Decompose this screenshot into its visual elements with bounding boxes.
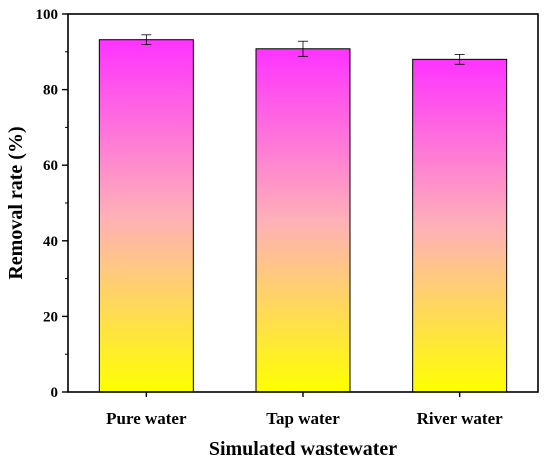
bar-1 <box>255 48 351 393</box>
y-tick-label-3: 60 <box>43 158 58 174</box>
x-axis-title: Simulated wastewater <box>209 438 397 460</box>
y-tick-label-4: 80 <box>43 83 58 99</box>
x-tick-label-1: Tap water <box>266 409 340 428</box>
bar-0 <box>98 39 194 393</box>
y-tick-label-5: 100 <box>36 7 59 23</box>
y-tick-label-1: 20 <box>43 309 58 325</box>
error-bars-layer <box>141 34 465 65</box>
y-tick-label-0: 0 <box>51 385 59 401</box>
y-tick-label-2: 40 <box>43 234 58 250</box>
bar-2 <box>412 58 508 393</box>
y-axis-ticks: 0 20 40 60 80 100 <box>36 7 68 401</box>
x-tick-label-2: River water <box>417 409 504 428</box>
x-axis-ticks: Pure water Tap water River water <box>106 392 503 428</box>
bars-layer <box>98 39 508 393</box>
y-axis-title: Removal rate (%) <box>5 126 27 279</box>
x-tick-label-0: Pure water <box>106 409 187 428</box>
